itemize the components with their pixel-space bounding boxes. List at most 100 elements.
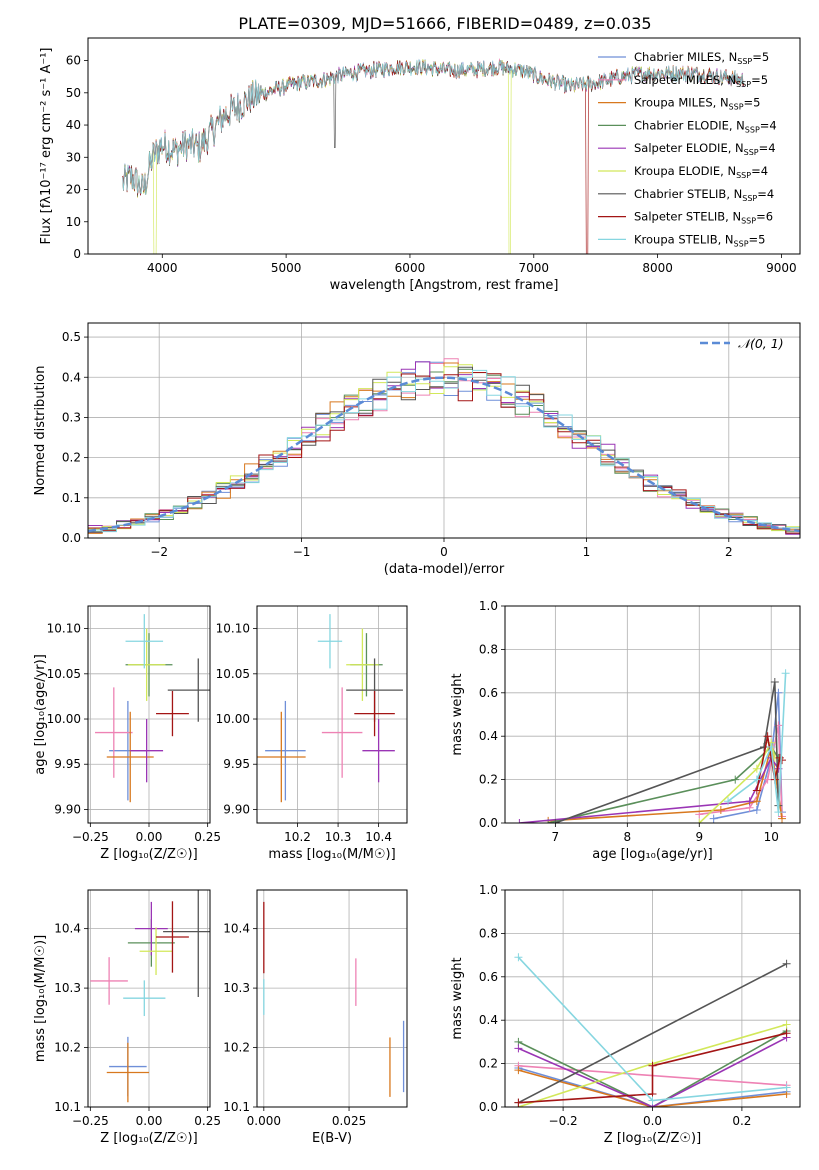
weight-marker <box>752 805 761 814</box>
weight-marker <box>782 1083 791 1092</box>
axes-age-vs-z: −0.25 0.00 0.25 9.90 9.95 10.00 10.05 10.10 Z [l… <box>33 605 221 862</box>
y-tick-label: 0.4 <box>62 370 81 384</box>
y-tick-label: 0.5 <box>62 330 81 344</box>
x-tick-label: 0 <box>440 545 448 559</box>
y-tick-label: 60 <box>66 54 81 68</box>
y-tick-label: 10.05 <box>216 667 250 681</box>
weight-marker <box>752 797 761 806</box>
x-axis-label: E(B-V) <box>312 1131 352 1146</box>
y-tick-label: 10.3 <box>54 981 81 995</box>
axes-frame <box>87 37 801 255</box>
x-tick-label: 10.4 <box>365 830 392 844</box>
weight-marker <box>782 1020 791 1029</box>
plot-area <box>90 890 210 1103</box>
weight-marker <box>514 1044 523 1053</box>
y-tick-label: 9.90 <box>54 802 81 816</box>
x-tick-label: 8 <box>623 830 631 844</box>
y-axis-label: mass weight <box>450 673 465 755</box>
plot-area <box>122 58 745 254</box>
y-tick-label: 9.95 <box>54 757 81 771</box>
axes-residuals: −2 −1 0 1 2 0.0 0.1 0.2 0.3 0.4 0.5 (data-model)/er… <box>33 322 801 577</box>
plot-area <box>263 901 405 1097</box>
weight-marker <box>763 732 772 741</box>
axes-age-vs-mass: 10.2 10.3 10.4 9.90 9.95 10.00 10.05 10.10 mass … <box>216 605 408 862</box>
axes-frame <box>256 889 408 1108</box>
weight-line <box>518 1067 787 1107</box>
y-tick-label: 0.0 <box>62 531 81 545</box>
y-tick-label: 10.4 <box>54 922 81 936</box>
x-tick-label: 0.000 <box>247 1114 281 1128</box>
weight-marker <box>716 805 725 814</box>
y-tick-label: 0.8 <box>479 642 498 656</box>
y-tick-label: 10.00 <box>47 712 81 726</box>
legend-entry: Salpeter STELIB, NSSP=6 <box>634 210 773 226</box>
y-tick-label: 0.0 <box>479 816 498 830</box>
weight-marker <box>774 808 783 817</box>
y-tick-label: 0.2 <box>62 451 81 465</box>
y-tick-label: 40 <box>66 118 81 132</box>
y-tick-label: 10.10 <box>47 622 81 636</box>
axes-mass-vs-z: −0.25 0.00 0.25 10.1 10.2 10.3 10.4 Z [log₁₀(Z/… <box>33 889 221 1146</box>
weight-line <box>518 963 787 1104</box>
x-axis-label: Z [log₁₀(Z/Z☉)] <box>604 1131 701 1146</box>
weight-marker <box>514 1098 523 1107</box>
x-tick-label: 7000 <box>519 261 550 275</box>
x-tick-label: 0.2 <box>732 1114 751 1128</box>
y-tick-label: 10.00 <box>216 712 250 726</box>
x-tick-label: −0.2 <box>549 1114 578 1128</box>
y-axis-label: mass [log₁₀(M/M☉)] <box>33 935 48 1062</box>
y-tick-label: 0 <box>73 247 81 261</box>
axes-frame <box>504 605 801 824</box>
y-tick-label: 10.1 <box>223 1100 250 1114</box>
y-tick-label: 1.0 <box>479 883 498 897</box>
axes-frame <box>87 605 211 824</box>
y-tick-label: 10 <box>66 215 81 229</box>
legend: Chabrier MILES, NSSP=5 Salpeter MILES, NS… <box>598 50 777 248</box>
y-tick-label: 10.4 <box>223 922 250 936</box>
y-tick-label: 0.2 <box>479 1057 498 1071</box>
y-tick-label: 20 <box>66 183 81 197</box>
x-tick-label: 0.00 <box>136 1114 163 1128</box>
x-tick-label: 8000 <box>642 261 673 275</box>
legend-entry: 𝒩(0, 1) <box>738 336 784 351</box>
spectrum-line <box>122 59 745 254</box>
weight-marker <box>648 1096 657 1105</box>
weight-marker <box>695 819 704 823</box>
y-tick-label: 0.6 <box>479 970 498 984</box>
axes-mass-vs-ebv: 0.000 0.025 10.1 10.2 10.3 10.4 E(B-V) <box>223 889 408 1146</box>
y-tick-label: 0.3 <box>62 410 81 424</box>
weight-marker <box>760 743 769 752</box>
spectrum-line <box>122 60 745 254</box>
y-axis-label: mass weight <box>450 957 465 1039</box>
y-tick-label: 0.8 <box>479 926 498 940</box>
x-tick-label: 10 <box>764 830 779 844</box>
spectrum-line <box>122 58 745 195</box>
x-axis-label: age [log₁₀(age/yr)] <box>592 847 713 862</box>
x-tick-label: −0.25 <box>72 1114 109 1128</box>
x-tick-label: 0.00 <box>136 830 163 844</box>
y-tick-label: 0.2 <box>479 773 498 787</box>
x-tick-label: −1 <box>293 545 311 559</box>
y-tick-label: 0.6 <box>479 686 498 700</box>
y-axis-label: Flux [fλ10⁻¹⁷ erg cm⁻² s⁻¹ A⁻¹] <box>39 48 54 245</box>
weight-marker <box>514 953 523 962</box>
y-axis-label: age [log₁₀(age/yr)] <box>33 654 48 775</box>
plots: 4000 5000 6000 7000 8000 90000102030405060wav… <box>33 37 801 1146</box>
x-axis-label: Z [log₁₀(Z/Z☉)] <box>100 847 197 862</box>
y-tick-label: 9.95 <box>223 757 250 771</box>
x-tick-label: 5000 <box>271 261 302 275</box>
y-tick-label: 30 <box>66 150 81 164</box>
weight-line <box>518 1069 787 1107</box>
axes-weight-vs-age: 7 8 9 10 0.0 0.2 0.4 0.6 0.8 1.0 age [log₁₀(age/yr… <box>450 599 801 862</box>
x-tick-label: 2 <box>725 545 733 559</box>
weight-marker <box>782 959 791 968</box>
y-tick-label: 10.3 <box>223 981 250 995</box>
weight-marker <box>515 819 524 823</box>
y-tick-label: 9.90 <box>223 802 250 816</box>
histogram-step <box>88 369 800 538</box>
x-tick-label: 6000 <box>395 261 426 275</box>
y-tick-label: 10.05 <box>47 667 81 681</box>
legend-entry: Salpeter ELODIE, NSSP=4 <box>634 141 776 157</box>
x-tick-label: 9000 <box>766 261 797 275</box>
weight-marker <box>514 1066 523 1075</box>
